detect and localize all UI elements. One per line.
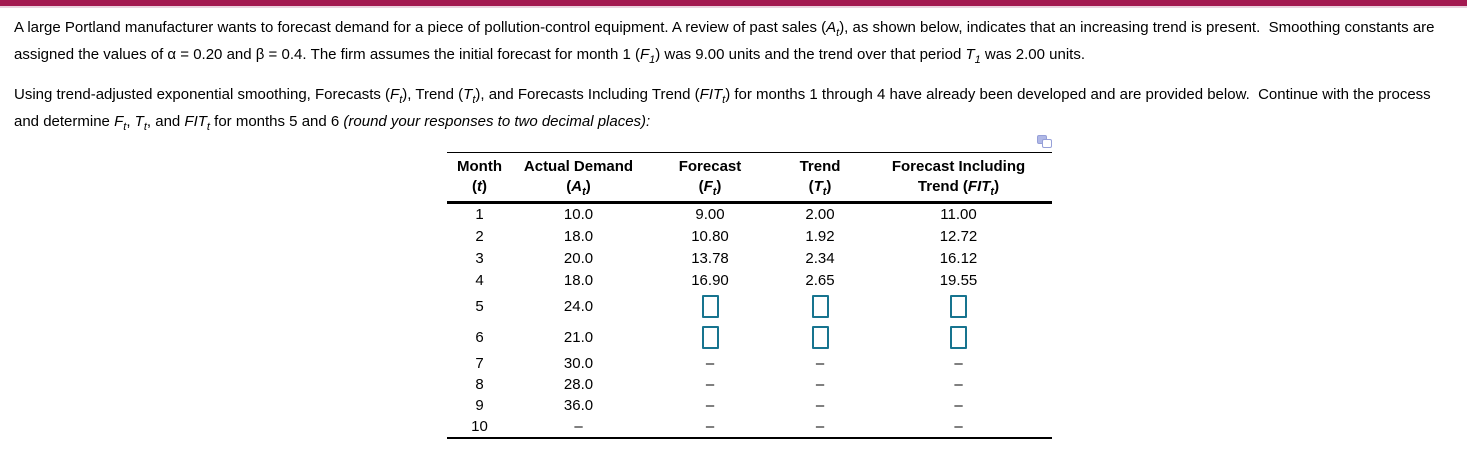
table-cell: –: [705, 376, 715, 393]
table-row: 10 – – – –: [447, 416, 1052, 438]
forecast-table: Month (t) Actual Demand (At) Forecast (Ft) Tre…: [447, 152, 1052, 439]
table-row: 2 18.0 10.80 1.92 12.72: [447, 225, 1052, 247]
table-cell: 2.65: [805, 271, 835, 289]
table-cell: –: [815, 397, 825, 414]
table-cell: 19.55: [939, 271, 978, 289]
table-cell: 28.0: [563, 376, 594, 393]
table-cell: 4: [475, 271, 484, 289]
table-cell: –: [954, 397, 963, 414]
table-cell: 10.80: [691, 227, 729, 245]
table-cell: 30.0: [563, 355, 594, 372]
table-cell: 11.00: [940, 206, 977, 223]
table-cell: 16.12: [939, 249, 978, 267]
answer-cell: [775, 291, 865, 322]
table-cell: 12.72: [939, 227, 978, 245]
popup-copy-table-icon[interactable]: [1037, 135, 1053, 151]
table-row: 8 28.0 – – –: [447, 374, 1052, 395]
table-cell: 1.92: [805, 227, 835, 245]
task-instructions: Using trend-adjusted exponential smoothi…: [14, 86, 1431, 133]
table-body: 1 10.0 9.00 2.00 11.00 2 18.0 10.80 1.92 12.72 3 20…: [447, 203, 1052, 439]
table-cell: –: [574, 418, 583, 435]
answer-cell: [865, 322, 1052, 353]
table-cell: 13.78: [691, 249, 729, 267]
table-cell: 21.0: [563, 329, 594, 346]
table-cell: –: [954, 355, 963, 372]
table-cell: 18.0: [563, 227, 594, 245]
problem-statement: A large Portland manufacturer wants to f…: [14, 19, 1435, 66]
fit-input-month-5[interactable]: [950, 295, 967, 318]
table-cell: 6: [475, 329, 484, 346]
table-row: 6 21.0: [447, 322, 1052, 353]
table-cell: 5: [475, 298, 484, 315]
table-cell: 1: [475, 206, 484, 223]
table-cell: 3: [475, 249, 484, 267]
column-header: Actual Demand (At): [512, 152, 645, 204]
answer-cell: [645, 291, 775, 322]
column-header: Month (t): [447, 152, 512, 204]
table-cell: –: [705, 418, 715, 435]
table-cell: –: [954, 418, 963, 435]
top-accent-bar: [0, 0, 1467, 8]
table-cell: 10: [471, 418, 488, 435]
question-text-block: A large Portland manufacturer wants to f…: [0, 8, 1462, 135]
table-row: 4 18.0 16.90 2.65 19.55: [447, 269, 1052, 291]
forecast-input-month-5[interactable]: [701, 295, 719, 318]
table-cell: 16.90: [691, 271, 729, 289]
table-cell: –: [815, 355, 825, 372]
table-row: 5 24.0: [447, 291, 1052, 322]
table-cell: 10.0: [563, 206, 594, 223]
column-header: Forecast Including Trend (FITt): [865, 152, 1052, 204]
popup-copy-table-icon-front: [1042, 139, 1052, 148]
table-cell: –: [705, 397, 715, 414]
table-cell: –: [954, 376, 963, 393]
table-cell: –: [815, 376, 825, 393]
table-cell: 9: [475, 397, 484, 414]
answer-cell: [775, 322, 865, 353]
table-row: 7 30.0 – – –: [447, 353, 1052, 374]
column-header: Trend (Tt): [775, 152, 865, 204]
table-row: 3 20.0 13.78 2.34 16.12: [447, 247, 1052, 269]
forecast-input-month-6[interactable]: [701, 326, 719, 349]
table-row: 9 36.0 – – –: [447, 395, 1052, 416]
table-cell: 9.00: [695, 206, 725, 223]
fit-input-month-6[interactable]: [950, 326, 967, 349]
table-cell: 2: [475, 227, 484, 245]
table-cell: 2.00: [805, 206, 835, 223]
table-cell: 18.0: [563, 271, 594, 289]
answer-cell: [645, 322, 775, 353]
table-cell: –: [815, 418, 825, 435]
table-cell: –: [705, 355, 715, 372]
table-row: 1 10.0 9.00 2.00 11.00: [447, 203, 1052, 226]
table-cell: 20.0: [563, 249, 594, 267]
table-cell: 8: [475, 376, 484, 393]
table-cell: 2.34: [805, 249, 835, 267]
table-header-row: Month (t) Actual Demand (At) Forecast (Ft) Tre…: [447, 152, 1052, 204]
trend-input-month-5[interactable]: [811, 295, 829, 318]
table-cell: 24.0: [563, 298, 594, 315]
table-cell: 36.0: [563, 397, 594, 414]
answer-cell: [865, 291, 1052, 322]
column-header: Forecast (Ft): [645, 152, 775, 204]
table-cell: 7: [475, 355, 484, 372]
trend-input-month-6[interactable]: [811, 326, 829, 349]
